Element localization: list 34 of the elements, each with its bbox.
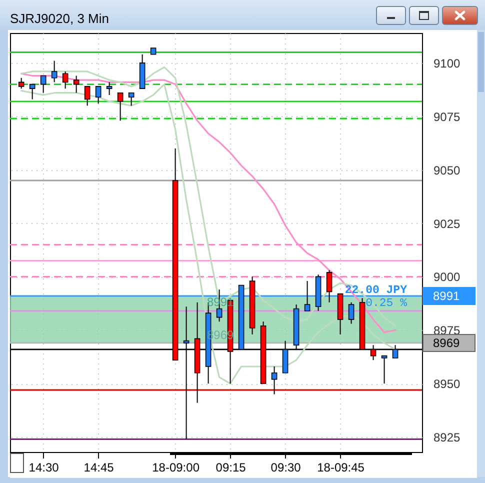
candlestick (73, 75, 80, 94)
y-tick-label: 9100 (434, 56, 461, 70)
candlestick (326, 270, 332, 303)
candlestick (95, 86, 102, 104)
candlestick (62, 70, 68, 90)
candlestick (348, 302, 354, 324)
x-tick-label: 14:30 (28, 460, 60, 474)
y-tick-label: 9000 (434, 270, 461, 284)
y-tick-label: 8925 (434, 430, 461, 445)
y-tick-label: 9025 (434, 216, 461, 231)
candlestick (117, 92, 124, 122)
x-tick-label: 09:30 (270, 460, 302, 474)
candlestick (40, 75, 46, 94)
annotation: 0.25 % (366, 296, 408, 310)
candlestick (106, 82, 112, 96)
candlestick (381, 355, 388, 384)
candlestick (51, 60, 58, 83)
ref-line-label: 8969 (433, 336, 460, 350)
x-tick-label: 14:45 (84, 460, 114, 474)
y-tick-label: 9050 (434, 163, 461, 178)
x-tick-label: 18-09:45 (317, 460, 365, 474)
x-tick-label: 18-09:00 (152, 460, 200, 474)
candlestick (304, 280, 310, 312)
y-tick-label: 8950 (434, 377, 461, 392)
y-tick-label: 9075 (434, 110, 461, 124)
candlestick (84, 86, 90, 106)
candlestick (271, 366, 278, 395)
candlestick (128, 92, 134, 106)
annotation: 22.00 JPY (344, 284, 408, 297)
x-tick-label: 09:15 (216, 460, 246, 474)
candlestick (29, 84, 36, 100)
candlestick (18, 77, 24, 90)
chart-title: SJRJ9020, 3 Min (10, 11, 109, 26)
ref-line-label: 8991 (433, 288, 460, 303)
